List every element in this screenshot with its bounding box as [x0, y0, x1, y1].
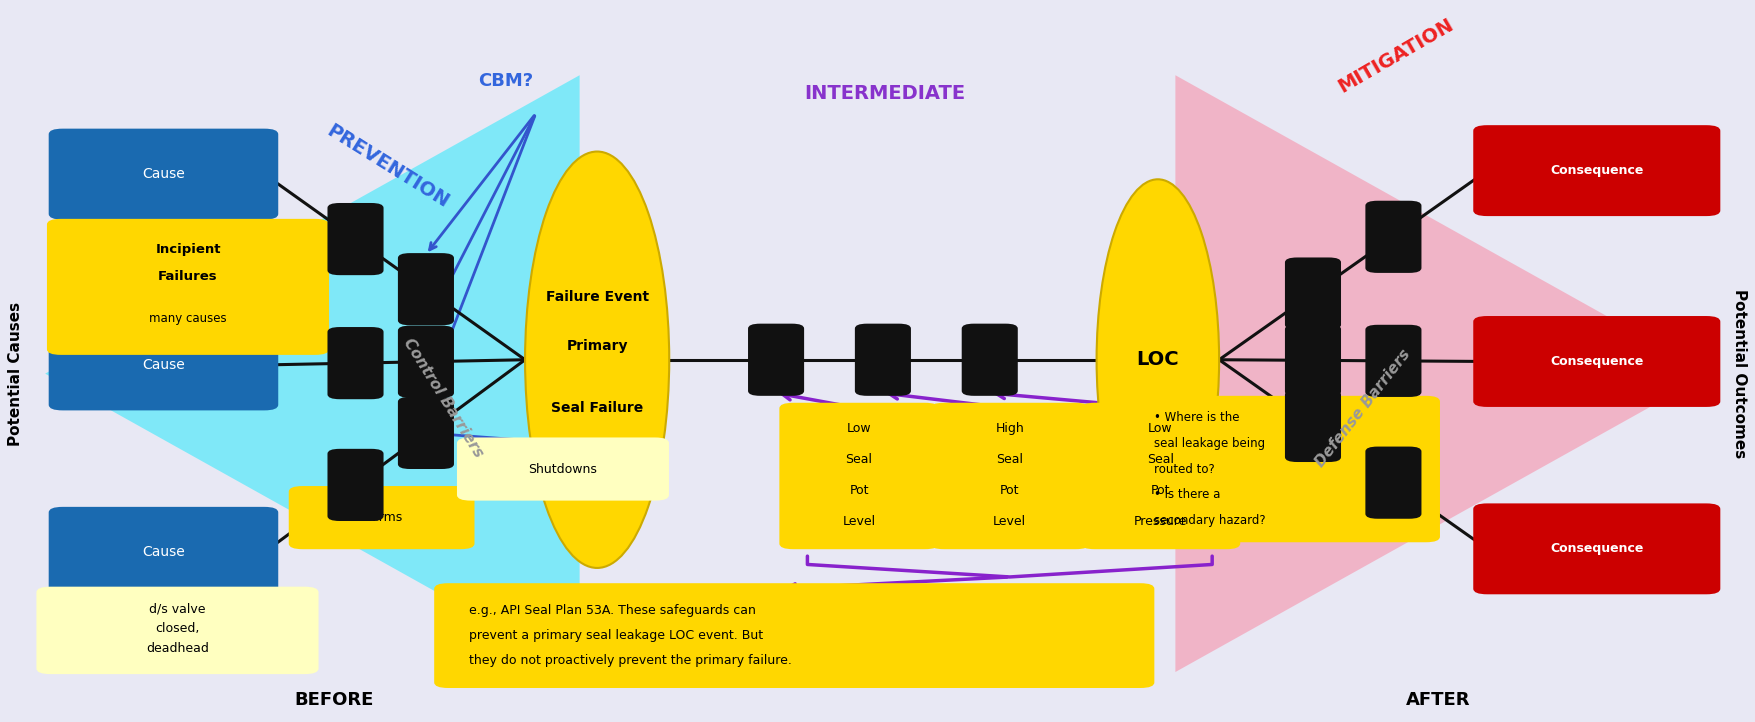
- Text: Shutdowns: Shutdowns: [528, 463, 597, 476]
- FancyBboxPatch shape: [47, 219, 328, 355]
- Text: Control Barriers: Control Barriers: [400, 335, 486, 460]
- Text: PREVENTION: PREVENTION: [323, 121, 453, 212]
- Text: Low: Low: [848, 422, 872, 435]
- Text: INTERMEDIATE: INTERMEDIATE: [804, 84, 965, 103]
- FancyBboxPatch shape: [1472, 316, 1720, 407]
- Text: Level: Level: [842, 516, 876, 529]
- Text: they do not proactively prevent the primary failure.: they do not proactively prevent the prim…: [469, 654, 792, 667]
- Text: CBM?: CBM?: [477, 71, 534, 90]
- Text: Seal: Seal: [1148, 453, 1174, 466]
- Text: Seal: Seal: [997, 453, 1023, 466]
- Text: Low: Low: [1148, 422, 1172, 435]
- Polygon shape: [46, 75, 579, 672]
- FancyBboxPatch shape: [855, 323, 911, 396]
- FancyBboxPatch shape: [49, 507, 279, 598]
- Text: e.g., API Seal Plan 53A. These safeguards can: e.g., API Seal Plan 53A. These safeguard…: [469, 604, 756, 617]
- Text: Seal: Seal: [846, 453, 872, 466]
- Text: Primary: Primary: [567, 339, 628, 353]
- Text: Consequence: Consequence: [1550, 542, 1643, 555]
- FancyBboxPatch shape: [962, 323, 1018, 396]
- FancyBboxPatch shape: [328, 327, 384, 399]
- Text: seal leakage being: seal leakage being: [1155, 437, 1265, 450]
- FancyBboxPatch shape: [328, 203, 384, 275]
- Text: AFTER: AFTER: [1406, 692, 1471, 709]
- Text: Consequence: Consequence: [1550, 164, 1643, 177]
- FancyBboxPatch shape: [1365, 325, 1422, 397]
- FancyBboxPatch shape: [398, 397, 455, 469]
- FancyBboxPatch shape: [1365, 447, 1422, 518]
- Text: routed to?: routed to?: [1155, 463, 1214, 476]
- FancyBboxPatch shape: [398, 326, 455, 398]
- Text: Incipient: Incipient: [154, 243, 221, 256]
- FancyBboxPatch shape: [1365, 201, 1422, 273]
- Text: High: High: [995, 422, 1025, 435]
- FancyBboxPatch shape: [433, 583, 1155, 688]
- Text: closed,: closed,: [154, 622, 200, 635]
- Text: Potential Outcomes: Potential Outcomes: [1732, 289, 1746, 458]
- FancyBboxPatch shape: [748, 323, 804, 396]
- FancyBboxPatch shape: [1123, 396, 1439, 542]
- Ellipse shape: [525, 152, 669, 568]
- Text: Potential Causes: Potential Causes: [9, 302, 23, 445]
- Text: LOC: LOC: [1137, 350, 1179, 369]
- Text: prevent a primary seal leakage LOC event. But: prevent a primary seal leakage LOC event…: [469, 629, 763, 642]
- FancyBboxPatch shape: [1081, 403, 1241, 549]
- Text: d/s valve: d/s valve: [149, 603, 205, 616]
- Text: Failures: Failures: [158, 270, 218, 283]
- FancyBboxPatch shape: [1285, 258, 1341, 330]
- Text: Pot: Pot: [849, 484, 869, 497]
- Text: Cause: Cause: [142, 545, 184, 560]
- Text: Pot: Pot: [1151, 484, 1171, 497]
- FancyBboxPatch shape: [1472, 503, 1720, 594]
- Text: Pressure: Pressure: [1134, 516, 1186, 529]
- Text: BEFORE: BEFORE: [295, 692, 374, 709]
- FancyBboxPatch shape: [290, 486, 474, 549]
- Text: Seal Failure: Seal Failure: [551, 401, 644, 415]
- Text: • Where is the: • Where is the: [1155, 411, 1239, 424]
- Text: Cause: Cause: [142, 358, 184, 372]
- FancyBboxPatch shape: [779, 403, 939, 549]
- FancyBboxPatch shape: [1285, 324, 1341, 396]
- Text: • Is there a: • Is there a: [1155, 488, 1221, 501]
- Text: Defense Barriers: Defense Barriers: [1313, 347, 1413, 470]
- FancyBboxPatch shape: [398, 253, 455, 326]
- FancyBboxPatch shape: [456, 438, 669, 500]
- FancyBboxPatch shape: [49, 320, 279, 410]
- Polygon shape: [1176, 75, 1709, 672]
- FancyBboxPatch shape: [1285, 390, 1341, 462]
- Text: Failure Event: Failure Event: [546, 290, 649, 304]
- Text: MITIGATION: MITIGATION: [1334, 14, 1457, 96]
- FancyBboxPatch shape: [49, 129, 279, 219]
- FancyBboxPatch shape: [930, 403, 1090, 549]
- Text: Pot: Pot: [1000, 484, 1020, 497]
- Text: secondary hazard?: secondary hazard?: [1155, 514, 1265, 527]
- FancyBboxPatch shape: [1472, 125, 1720, 216]
- Text: deadhead: deadhead: [146, 642, 209, 655]
- Text: Consequence: Consequence: [1550, 355, 1643, 368]
- Text: Level: Level: [993, 516, 1027, 529]
- Ellipse shape: [1097, 179, 1220, 540]
- FancyBboxPatch shape: [37, 587, 319, 674]
- FancyBboxPatch shape: [328, 449, 384, 521]
- Text: Alarms: Alarms: [360, 511, 404, 524]
- Text: Cause: Cause: [142, 167, 184, 181]
- Text: many causes: many causes: [149, 312, 226, 325]
